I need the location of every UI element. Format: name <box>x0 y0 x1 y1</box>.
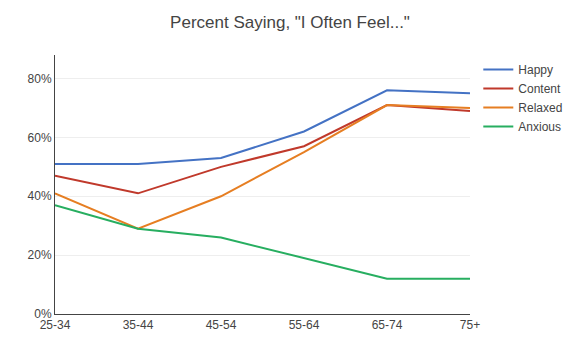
svg-text:Anxious: Anxious <box>518 120 561 134</box>
svg-text:55-64: 55-64 <box>289 318 320 332</box>
svg-text:0%: 0% <box>34 307 52 321</box>
svg-text:45-54: 45-54 <box>206 318 237 332</box>
svg-text:Relaxed: Relaxed <box>518 101 562 115</box>
svg-text:20%: 20% <box>28 248 52 262</box>
svg-text:Percent Saying, "I Often Feel.: Percent Saying, "I Often Feel..." <box>170 13 410 32</box>
svg-text:Content: Content <box>518 82 561 96</box>
svg-text:80%: 80% <box>28 72 52 86</box>
svg-text:65-74: 65-74 <box>372 318 403 332</box>
svg-text:40%: 40% <box>28 189 52 203</box>
svg-text:Happy: Happy <box>518 63 553 77</box>
svg-text:75+: 75+ <box>460 318 480 332</box>
svg-text:60%: 60% <box>28 131 52 145</box>
svg-text:35-44: 35-44 <box>123 318 154 332</box>
svg-text:25-34: 25-34 <box>40 318 71 332</box>
